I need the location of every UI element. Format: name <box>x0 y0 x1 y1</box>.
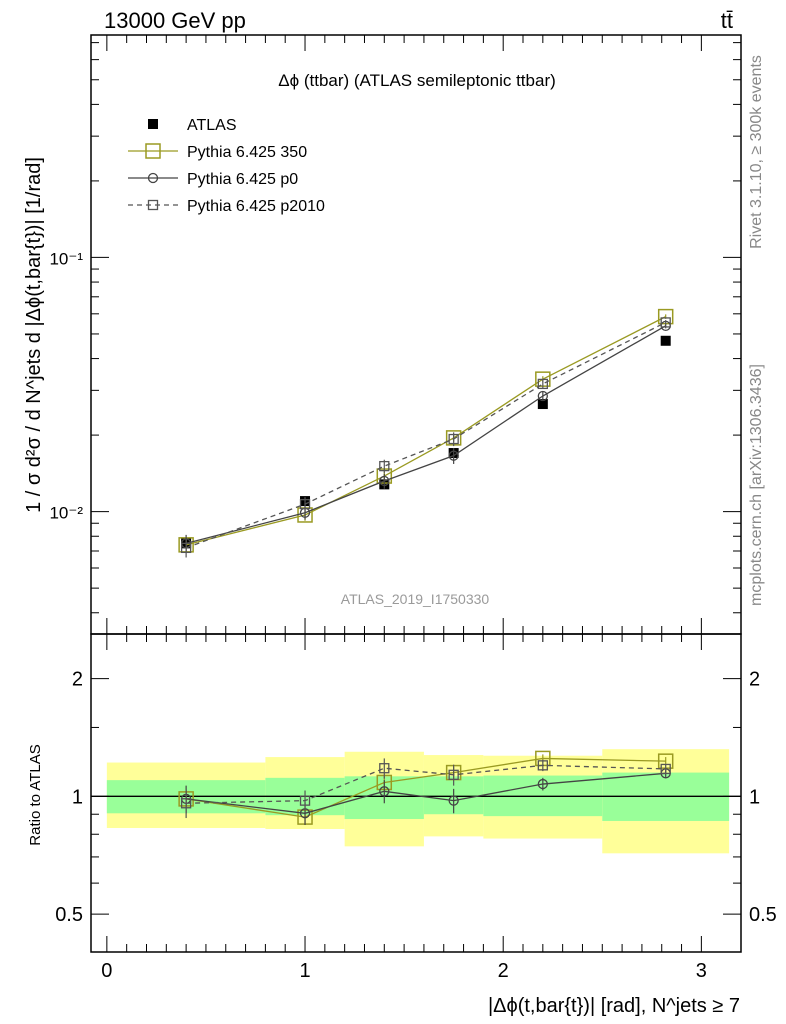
data-point <box>448 433 459 445</box>
y-tick-label-right: 2 <box>749 669 760 691</box>
x-tick-label: 0 <box>101 960 112 982</box>
data-point <box>537 778 548 790</box>
data-point <box>180 798 192 809</box>
y-tick-label: 10⁻² <box>49 504 83 523</box>
data-point <box>448 769 459 780</box>
y-tick-label: 10⁻¹ <box>49 249 83 268</box>
x-tick-label: 1 <box>299 960 310 982</box>
legend: ATLAS Pythia 6.425 350 Pythia 6.425 p0 Pyth… <box>128 117 325 215</box>
y-tick-label-right: 1 <box>749 786 760 808</box>
data-point <box>448 795 459 806</box>
ratio-panel-series <box>178 750 674 825</box>
rivet-label: Rivet 3.1.10, ≥ 300k events <box>748 55 765 249</box>
data-point <box>379 763 390 774</box>
series-line <box>186 764 666 804</box>
data-point <box>537 390 548 402</box>
main-panel-series <box>178 308 674 558</box>
legend-entry: Pythia 6.425 350 <box>187 144 307 161</box>
data-point <box>379 475 390 487</box>
main-panel-frame: 10⁻² 10⁻¹ <box>49 34 742 635</box>
data-point <box>299 795 311 806</box>
ratio-y-axis-label: Ratio to ATLAS <box>27 744 44 845</box>
x-tick-label: 3 <box>696 960 707 982</box>
data-point <box>379 786 390 797</box>
main-y-axis-label: 1 / σ d²σ / d N^jets d |Δϕ(t,bar{t})| [1… <box>23 157 45 513</box>
y-tick-label: 2 <box>72 669 83 691</box>
x-tick-label: 2 <box>498 960 509 982</box>
data-point <box>537 760 548 771</box>
data-point <box>537 378 548 390</box>
data-point <box>448 450 459 461</box>
legend-entry: Pythia 6.425 p2010 <box>187 198 325 215</box>
data-point <box>660 317 671 328</box>
legend-marker <box>145 143 161 159</box>
data-point <box>660 335 671 346</box>
legend-marker <box>148 119 158 129</box>
data-point <box>180 542 192 554</box>
series-line <box>186 757 666 818</box>
y-tick-label-right: 0.5 <box>749 904 777 926</box>
energy-label: 13000 GeV pp <box>104 8 246 33</box>
legend-marker <box>147 199 159 211</box>
data-point <box>299 498 311 510</box>
series-line <box>185 325 667 545</box>
series-line <box>186 772 666 814</box>
data-point <box>660 763 671 775</box>
chart-title: Δϕ (ttbar) (ATLAS semileptonic ttbar) <box>278 71 556 90</box>
process-label: tt̄ <box>721 8 733 33</box>
series-line <box>185 321 666 549</box>
series-line <box>185 316 666 546</box>
legend-entry: Pythia 6.425 p0 <box>187 171 298 188</box>
mcplots-label: mcplots.cern.ch [arXiv:1306.3436] <box>748 364 765 606</box>
ratio-panel-frame: 0.5 0.5 1 1 2 2 0 1 2 3 <box>55 633 777 982</box>
panel-border <box>90 34 742 635</box>
x-axis-label: |Δϕ(t,bar{t})| [rad], N^jets ≥ 7 <box>488 995 740 1017</box>
data-point <box>379 460 390 472</box>
data-point <box>537 399 548 410</box>
y-tick-label: 0.5 <box>55 904 83 926</box>
legend-entry: ATLAS <box>187 117 237 134</box>
analysis-id-label: ATLAS_2019_I1750330 <box>341 591 490 607</box>
legend-marker <box>147 172 159 184</box>
y-tick-label: 1 <box>72 786 83 808</box>
